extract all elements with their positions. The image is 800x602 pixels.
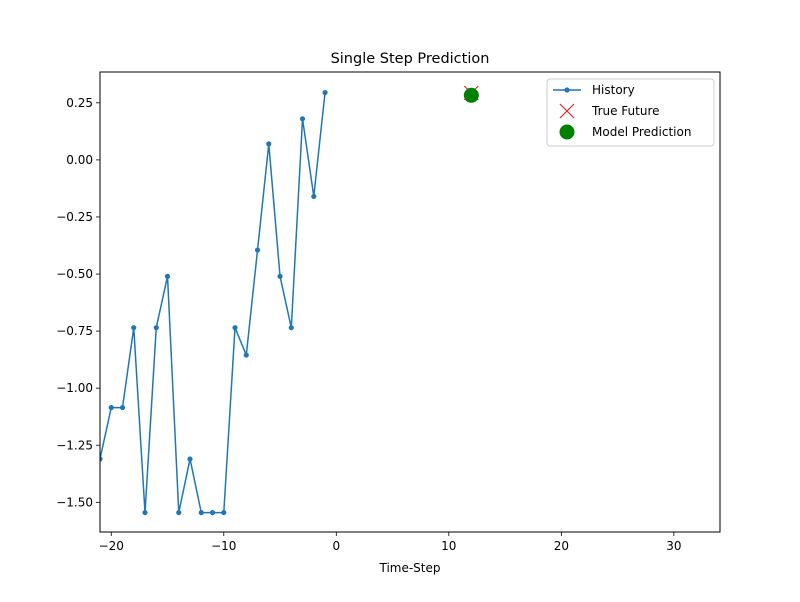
legend: History True Future Model Prediction bbox=[546, 78, 715, 147]
history-point bbox=[299, 116, 306, 122]
x-axis-title: Time-Step bbox=[378, 561, 440, 575]
legend-model-prediction-marker bbox=[559, 124, 575, 140]
y-tick-label: −0.50 bbox=[56, 267, 93, 281]
chart-title: Single Step Prediction bbox=[331, 51, 490, 67]
history-point bbox=[142, 509, 148, 516]
x-tick-label: 20 bbox=[554, 539, 569, 553]
data-layer bbox=[100, 85, 479, 516]
history-point bbox=[198, 509, 204, 516]
y-tick-label: −1.25 bbox=[56, 438, 93, 452]
history-line bbox=[100, 92, 326, 514]
history-point bbox=[243, 352, 249, 358]
y-tick-label: 0.00 bbox=[66, 153, 93, 167]
history-point bbox=[131, 325, 137, 331]
legend-history-label: History bbox=[592, 83, 635, 97]
history-point bbox=[187, 456, 193, 462]
y-tick-label: −0.25 bbox=[56, 210, 93, 224]
x-tick-label: −20 bbox=[99, 539, 124, 553]
history-point bbox=[288, 325, 294, 331]
legend-true-future-marker bbox=[559, 103, 575, 119]
legend-model-prediction-label: Model Prediction bbox=[592, 125, 691, 139]
history-point bbox=[164, 273, 171, 279]
history-point bbox=[311, 193, 317, 200]
legend-true-future-label: True Future bbox=[591, 104, 660, 118]
history-point bbox=[176, 509, 182, 516]
legend-box bbox=[546, 78, 715, 147]
history-point bbox=[209, 509, 216, 516]
axes-frame bbox=[99, 71, 721, 533]
history-point bbox=[266, 141, 272, 147]
legend-history-dot bbox=[564, 87, 570, 93]
history-point bbox=[277, 273, 283, 279]
history-point bbox=[100, 456, 103, 462]
y-tick-label: 0.25 bbox=[66, 96, 93, 110]
history-point bbox=[322, 89, 328, 96]
model-prediction-marker bbox=[463, 87, 479, 103]
y-tick-label: −1.00 bbox=[56, 381, 93, 395]
history-point bbox=[119, 404, 126, 411]
y-tick-label: −0.75 bbox=[56, 324, 93, 338]
x-tick-label: 30 bbox=[666, 539, 681, 553]
history-point bbox=[232, 325, 238, 331]
x-tick-label: 0 bbox=[332, 539, 340, 553]
x-tick-label: 10 bbox=[441, 539, 456, 553]
history-point bbox=[221, 509, 227, 516]
y-tick-label: −1.50 bbox=[56, 495, 93, 509]
plot-area: −20 −10 0 10 20 30 0.25 0.00 −0.25 −0.50 −0.75 −1.0… bbox=[56, 71, 721, 553]
x-tick-label: −10 bbox=[211, 539, 236, 553]
history-point bbox=[254, 247, 261, 253]
history-point bbox=[108, 404, 114, 411]
history-point bbox=[153, 325, 159, 331]
